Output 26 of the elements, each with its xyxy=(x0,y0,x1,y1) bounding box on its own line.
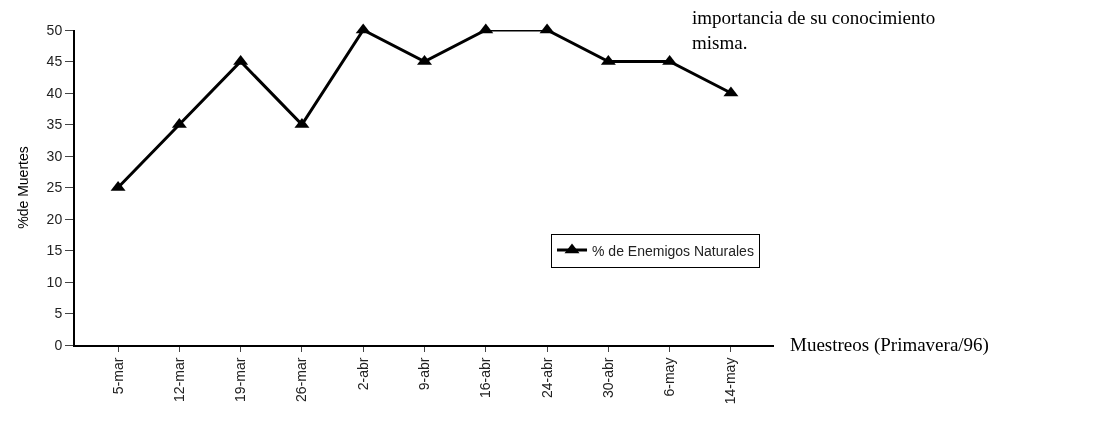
y-tick-label: 0 xyxy=(54,336,63,353)
y-tick-label: 10 xyxy=(46,273,63,290)
y-tick-label: 20 xyxy=(46,210,63,227)
y-tick-label: 30 xyxy=(46,147,63,164)
y-axis-title: %de Muertes xyxy=(14,146,31,229)
x-tick-label: 12-mar xyxy=(170,357,187,402)
x-tick-label: 14-may xyxy=(722,357,739,405)
x-tick-label: 9-abr xyxy=(416,357,433,391)
x-tick-label: 5-mar xyxy=(109,357,126,395)
x-axis-title: Muestreos (Primavera/96) xyxy=(790,334,989,356)
annotation: importancia de su conocimiento misma. xyxy=(692,7,936,53)
x-tick-label: 16-abr xyxy=(477,357,494,399)
x-tick-label: 30-abr xyxy=(599,357,616,399)
x-tick-label: 2-abr xyxy=(354,357,371,391)
x-tick-label: 26-mar xyxy=(293,357,310,402)
y-tick-label: 50 xyxy=(46,21,63,38)
x-tick-label: 19-mar xyxy=(232,357,249,402)
y-tick-label: 15 xyxy=(46,242,63,259)
x-tick-label: 6-may xyxy=(661,357,678,397)
y-tick-label: 25 xyxy=(46,179,63,196)
x-tick-label: 24-abr xyxy=(538,357,555,399)
y-tick-label: 35 xyxy=(46,116,63,133)
y-tick-label: 40 xyxy=(46,84,63,101)
y-tick-label: 45 xyxy=(46,53,63,70)
legend-label: % de Enemigos Naturales xyxy=(592,242,754,259)
y-tick-label: 5 xyxy=(54,305,63,322)
